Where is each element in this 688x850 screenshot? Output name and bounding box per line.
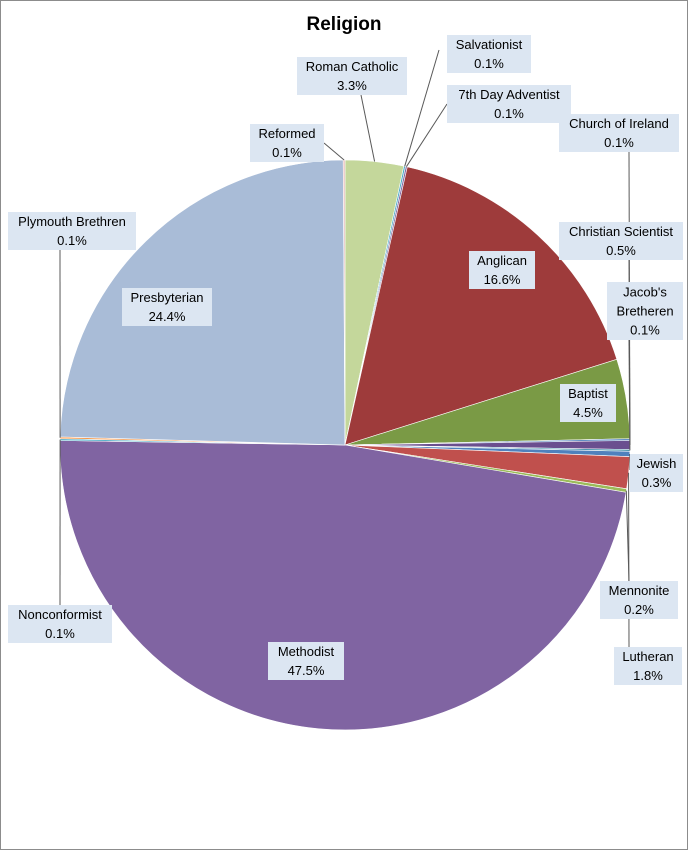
data-label-box-baptist bbox=[560, 384, 616, 422]
data-label-box-roman-catholic bbox=[297, 57, 407, 95]
leader-line-salvationist bbox=[404, 49, 440, 167]
data-label-roman-catholic: Roman Catholic 3.3% bbox=[297, 57, 407, 95]
data-label-anglican: Anglican 16.6% bbox=[469, 251, 535, 289]
data-label-value-7th-day-adventist: 0.1% bbox=[494, 106, 524, 121]
pie-slice-methodist bbox=[59, 440, 627, 731]
data-label-value-salvationist: 0.1% bbox=[474, 56, 504, 71]
data-label-value-reformed: 0.1% bbox=[272, 145, 302, 160]
leader-line-reformed bbox=[323, 142, 345, 161]
data-label-church-of-ireland: Church of Ireland 0.1% bbox=[559, 114, 679, 152]
data-label-box-church-of-ireland bbox=[559, 114, 679, 152]
leader-line-7th-day-adventist bbox=[405, 103, 448, 167]
data-label-value-nonconformist: 0.1% bbox=[45, 626, 75, 641]
data-label-value-presbyterian: 24.4% bbox=[149, 309, 186, 324]
data-label-name-church-of-ireland: Church of Ireland bbox=[569, 116, 669, 131]
data-label-box-jacob-s-bretheren bbox=[607, 282, 683, 340]
data-label-jewish: Jewish 0.3% bbox=[630, 454, 683, 492]
data-label-plymouth-brethren: Plymouth Brethren 0.1% bbox=[8, 212, 136, 250]
data-label-box-presbyterian bbox=[122, 288, 212, 326]
data-label-nonconformist: Nonconformist 0.1% bbox=[8, 605, 112, 643]
pie-slice-reformed bbox=[342, 159, 346, 446]
data-label-name-lutheran: Lutheran bbox=[622, 649, 673, 664]
data-label-mennonite: Mennonite 0.2% bbox=[600, 581, 678, 619]
data-label-lutheran: Lutheran 1.8% bbox=[614, 647, 682, 685]
data-label-name-roman-catholic: Roman Catholic bbox=[306, 59, 399, 74]
data-label-name-jacob-s-bretheren: Jacob's bbox=[623, 285, 667, 300]
pie-slice-anglican bbox=[344, 166, 618, 446]
data-label-name-christian-scientist: Christian Scientist bbox=[569, 224, 673, 239]
data-label-name-plymouth-brethren: Plymouth Brethren bbox=[18, 214, 126, 229]
data-label-box-christian-scientist bbox=[559, 222, 683, 260]
data-label-name-7th-day-adventist: 7th Day Adventist bbox=[458, 87, 560, 102]
data-label-salvationist: Salvationist 0.1% bbox=[447, 35, 531, 73]
data-label-value-jewish: 0.3% bbox=[642, 475, 672, 490]
data-label-box-salvationist bbox=[447, 35, 531, 73]
data-label-name-baptist: Baptist bbox=[568, 386, 608, 401]
data-label-box-anglican bbox=[469, 251, 535, 289]
leader-line-roman-catholic bbox=[360, 94, 376, 162]
data-label-value-lutheran: 1.8% bbox=[633, 668, 663, 683]
data-label-baptist: Baptist 4.5% bbox=[560, 384, 616, 422]
data-label-value-church-of-ireland: 0.1% bbox=[604, 135, 634, 150]
data-label-box-lutheran bbox=[614, 647, 682, 685]
data-label-name-anglican: Anglican bbox=[477, 253, 527, 268]
data-label-name-presbyterian: Presbyterian bbox=[131, 290, 204, 305]
leader-line-mennonite bbox=[625, 490, 630, 582]
data-label-box-7th-day-adventist bbox=[447, 85, 571, 123]
data-label-christian-scientist: Christian Scientist 0.5% bbox=[559, 222, 683, 260]
data-label-value-anglican: 16.6% bbox=[484, 272, 521, 287]
data-label-name-nonconformist: Nonconformist bbox=[18, 607, 102, 622]
data-label-box-plymouth-brethren bbox=[8, 212, 136, 250]
pie-slices bbox=[59, 159, 631, 731]
data-label-jacob-s-bretheren: Jacob's Bretheren 0.1% bbox=[607, 282, 683, 340]
data-label-value-plymouth-brethren: 0.1% bbox=[57, 233, 87, 248]
data-label-name-jewish: Jewish bbox=[637, 456, 677, 471]
data-label-value-roman-catholic: 3.3% bbox=[337, 78, 367, 93]
data-label-box-jewish bbox=[630, 454, 683, 492]
data-label-7th-day-adventist: 7th Day Adventist 0.1% bbox=[447, 85, 571, 123]
data-label-value-baptist: 4.5% bbox=[573, 405, 603, 420]
data-label-reformed: Reformed 0.1% bbox=[250, 124, 324, 162]
data-label-value-christian-scientist: 0.5% bbox=[606, 243, 636, 258]
chart-title: Religion bbox=[306, 14, 382, 35]
data-label-box-reformed bbox=[250, 124, 324, 162]
data-label-presbyterian: Presbyterian 24.4% bbox=[122, 288, 212, 326]
data-label-box-nonconformist bbox=[8, 605, 112, 643]
data-label-name-methodist: Methodist bbox=[278, 644, 335, 659]
data-label-box-mennonite bbox=[600, 581, 678, 619]
data-label-value-methodist: 47.5% bbox=[288, 663, 325, 678]
data-label-box-methodist bbox=[268, 642, 344, 680]
data-label-methodist: Methodist 47.5% bbox=[268, 642, 344, 680]
data-label-value-mennonite: 0.2% bbox=[624, 602, 654, 617]
data-label-name-reformed: Reformed bbox=[258, 126, 315, 141]
data-label-value-jacob-s-bretheren: 0.1% bbox=[630, 323, 660, 338]
data-label-name-mennonite: Mennonite bbox=[609, 583, 670, 598]
leader-line-jacob-s-bretheren bbox=[628, 339, 631, 451]
data-label-name-salvationist: Salvationist bbox=[456, 37, 523, 52]
data-label-name-jacob-s-bretheren: Bretheren bbox=[616, 304, 673, 319]
